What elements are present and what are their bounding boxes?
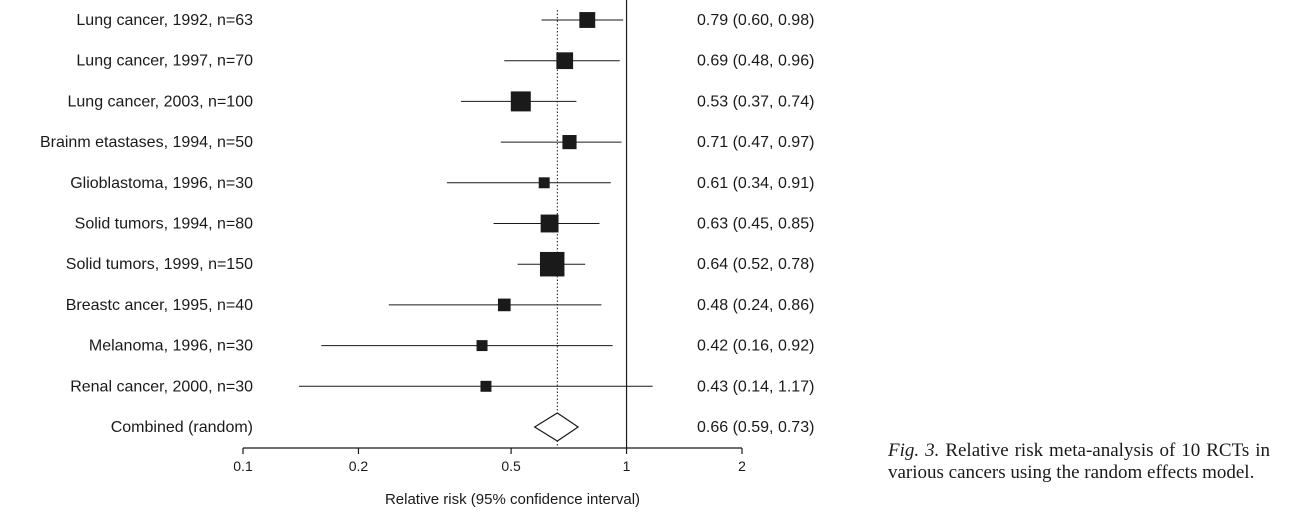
study-row: Lung cancer, 2003, n=100 0.53 (0.37, 0.74…: [68, 91, 814, 112]
x-axis-label: Relative risk (95% confidence interval): [385, 491, 640, 508]
ci-value: 0.69 (0.48, 0.96): [697, 53, 814, 70]
study-row: Solid tumors, 1999, n=150 0.64 (0.52, 0.7…: [66, 251, 814, 277]
effect-size-marker: [510, 91, 531, 112]
study-row: Glioblastoma, 1996, n=30 0.61 (0.34, 0.91…: [70, 175, 814, 192]
ci-value: 0.71 (0.47, 0.97): [697, 134, 814, 151]
forest-plot: Lung cancer, 1992, n=63 0.79 (0.60, 0.98)…: [40, 0, 815, 508]
study-label: Lung cancer, 2003, n=100: [68, 93, 254, 110]
study-row: Solid tumors, 1994, n=80 0.63 (0.45, 0.85…: [75, 214, 814, 233]
effect-size-marker: [538, 177, 550, 189]
effect-size-marker: [480, 380, 492, 392]
figure-number: . 3.: [914, 440, 940, 461]
effect-size-marker: [562, 135, 577, 150]
ci-value: 0.53 (0.37, 0.74): [697, 93, 814, 110]
ci-value: 0.61 (0.34, 0.91): [697, 175, 814, 192]
x-tick-label: 1: [623, 458, 631, 474]
effect-size-marker: [497, 298, 511, 312]
study-row: Brainm etastases, 1994, n=50 0.71 (0.47, …: [40, 134, 814, 151]
study-label: Glioblastoma, 1996, n=30: [70, 175, 253, 192]
study-label: Renal cancer, 2000, n=30: [70, 378, 253, 395]
effect-size-marker: [556, 52, 574, 70]
study-label: Solid tumors, 1994, n=80: [75, 216, 253, 233]
figure-label: Fig: [888, 440, 915, 461]
study-label: Solid tumors, 1999, n=150: [66, 256, 253, 273]
ci-value: 0.79 (0.60, 0.98): [697, 12, 814, 29]
ci-value: 0.42 (0.16, 0.92): [697, 338, 814, 355]
x-tick-label: 0.5: [501, 458, 521, 474]
x-tick-label: 0.1: [233, 458, 253, 474]
study-rows: Lung cancer, 1992, n=63 0.79 (0.60, 0.98)…: [40, 12, 815, 442]
combined-label: Combined (random): [111, 419, 253, 436]
ci-value: 0.43 (0.14, 1.17): [697, 378, 814, 395]
study-row: Renal cancer, 2000, n=30 0.43 (0.14, 1.17…: [70, 378, 814, 395]
combined-diamond: [533, 412, 580, 442]
study-row: Melanoma, 1996, n=30 0.42 (0.16, 0.92): [89, 338, 815, 355]
effect-size-marker: [539, 251, 565, 277]
x-tick-label: 2: [738, 458, 746, 474]
effect-size-marker: [579, 12, 596, 28]
figure-caption: Fig. 3. Relative risk meta-analysis of 1…: [888, 440, 1270, 484]
ci-value: 0.48 (0.24, 0.86): [697, 297, 814, 314]
study-row: Breastc ancer, 1995, n=40 0.48 (0.24, 0.8…: [66, 297, 815, 314]
study-label: Lung cancer, 1997, n=70: [76, 53, 253, 70]
study-row: Lung cancer, 1992, n=63 0.79 (0.60, 0.98): [76, 12, 814, 29]
ci-value: 0.64 (0.52, 0.78): [697, 256, 814, 273]
combined-ci-value: 0.66 (0.59, 0.73): [697, 419, 814, 436]
reference-lines: [556, 0, 628, 448]
effect-size-marker: [476, 340, 488, 352]
x-axis: 0.1 0.2 0.5 1 2 Relative risk (95% confidence…: [233, 447, 746, 508]
effect-size-marker: [540, 214, 559, 233]
caption-text: Relative risk meta-analysis of 10 RCTs i…: [888, 440, 1270, 483]
study-label: Lung cancer, 1992, n=63: [76, 12, 253, 29]
x-tick-label: 0.2: [349, 458, 369, 474]
study-label: Melanoma, 1996, n=30: [89, 338, 253, 355]
combined-row: Combined (random) 0.66 (0.59, 0.73): [111, 412, 814, 442]
study-row: Lung cancer, 1997, n=70 0.69 (0.48, 0.96): [76, 52, 814, 70]
study-label: Brainm etastases, 1994, n=50: [40, 134, 253, 151]
ci-value: 0.63 (0.45, 0.85): [697, 216, 814, 233]
study-label: Breastc ancer, 1995, n=40: [66, 297, 253, 314]
